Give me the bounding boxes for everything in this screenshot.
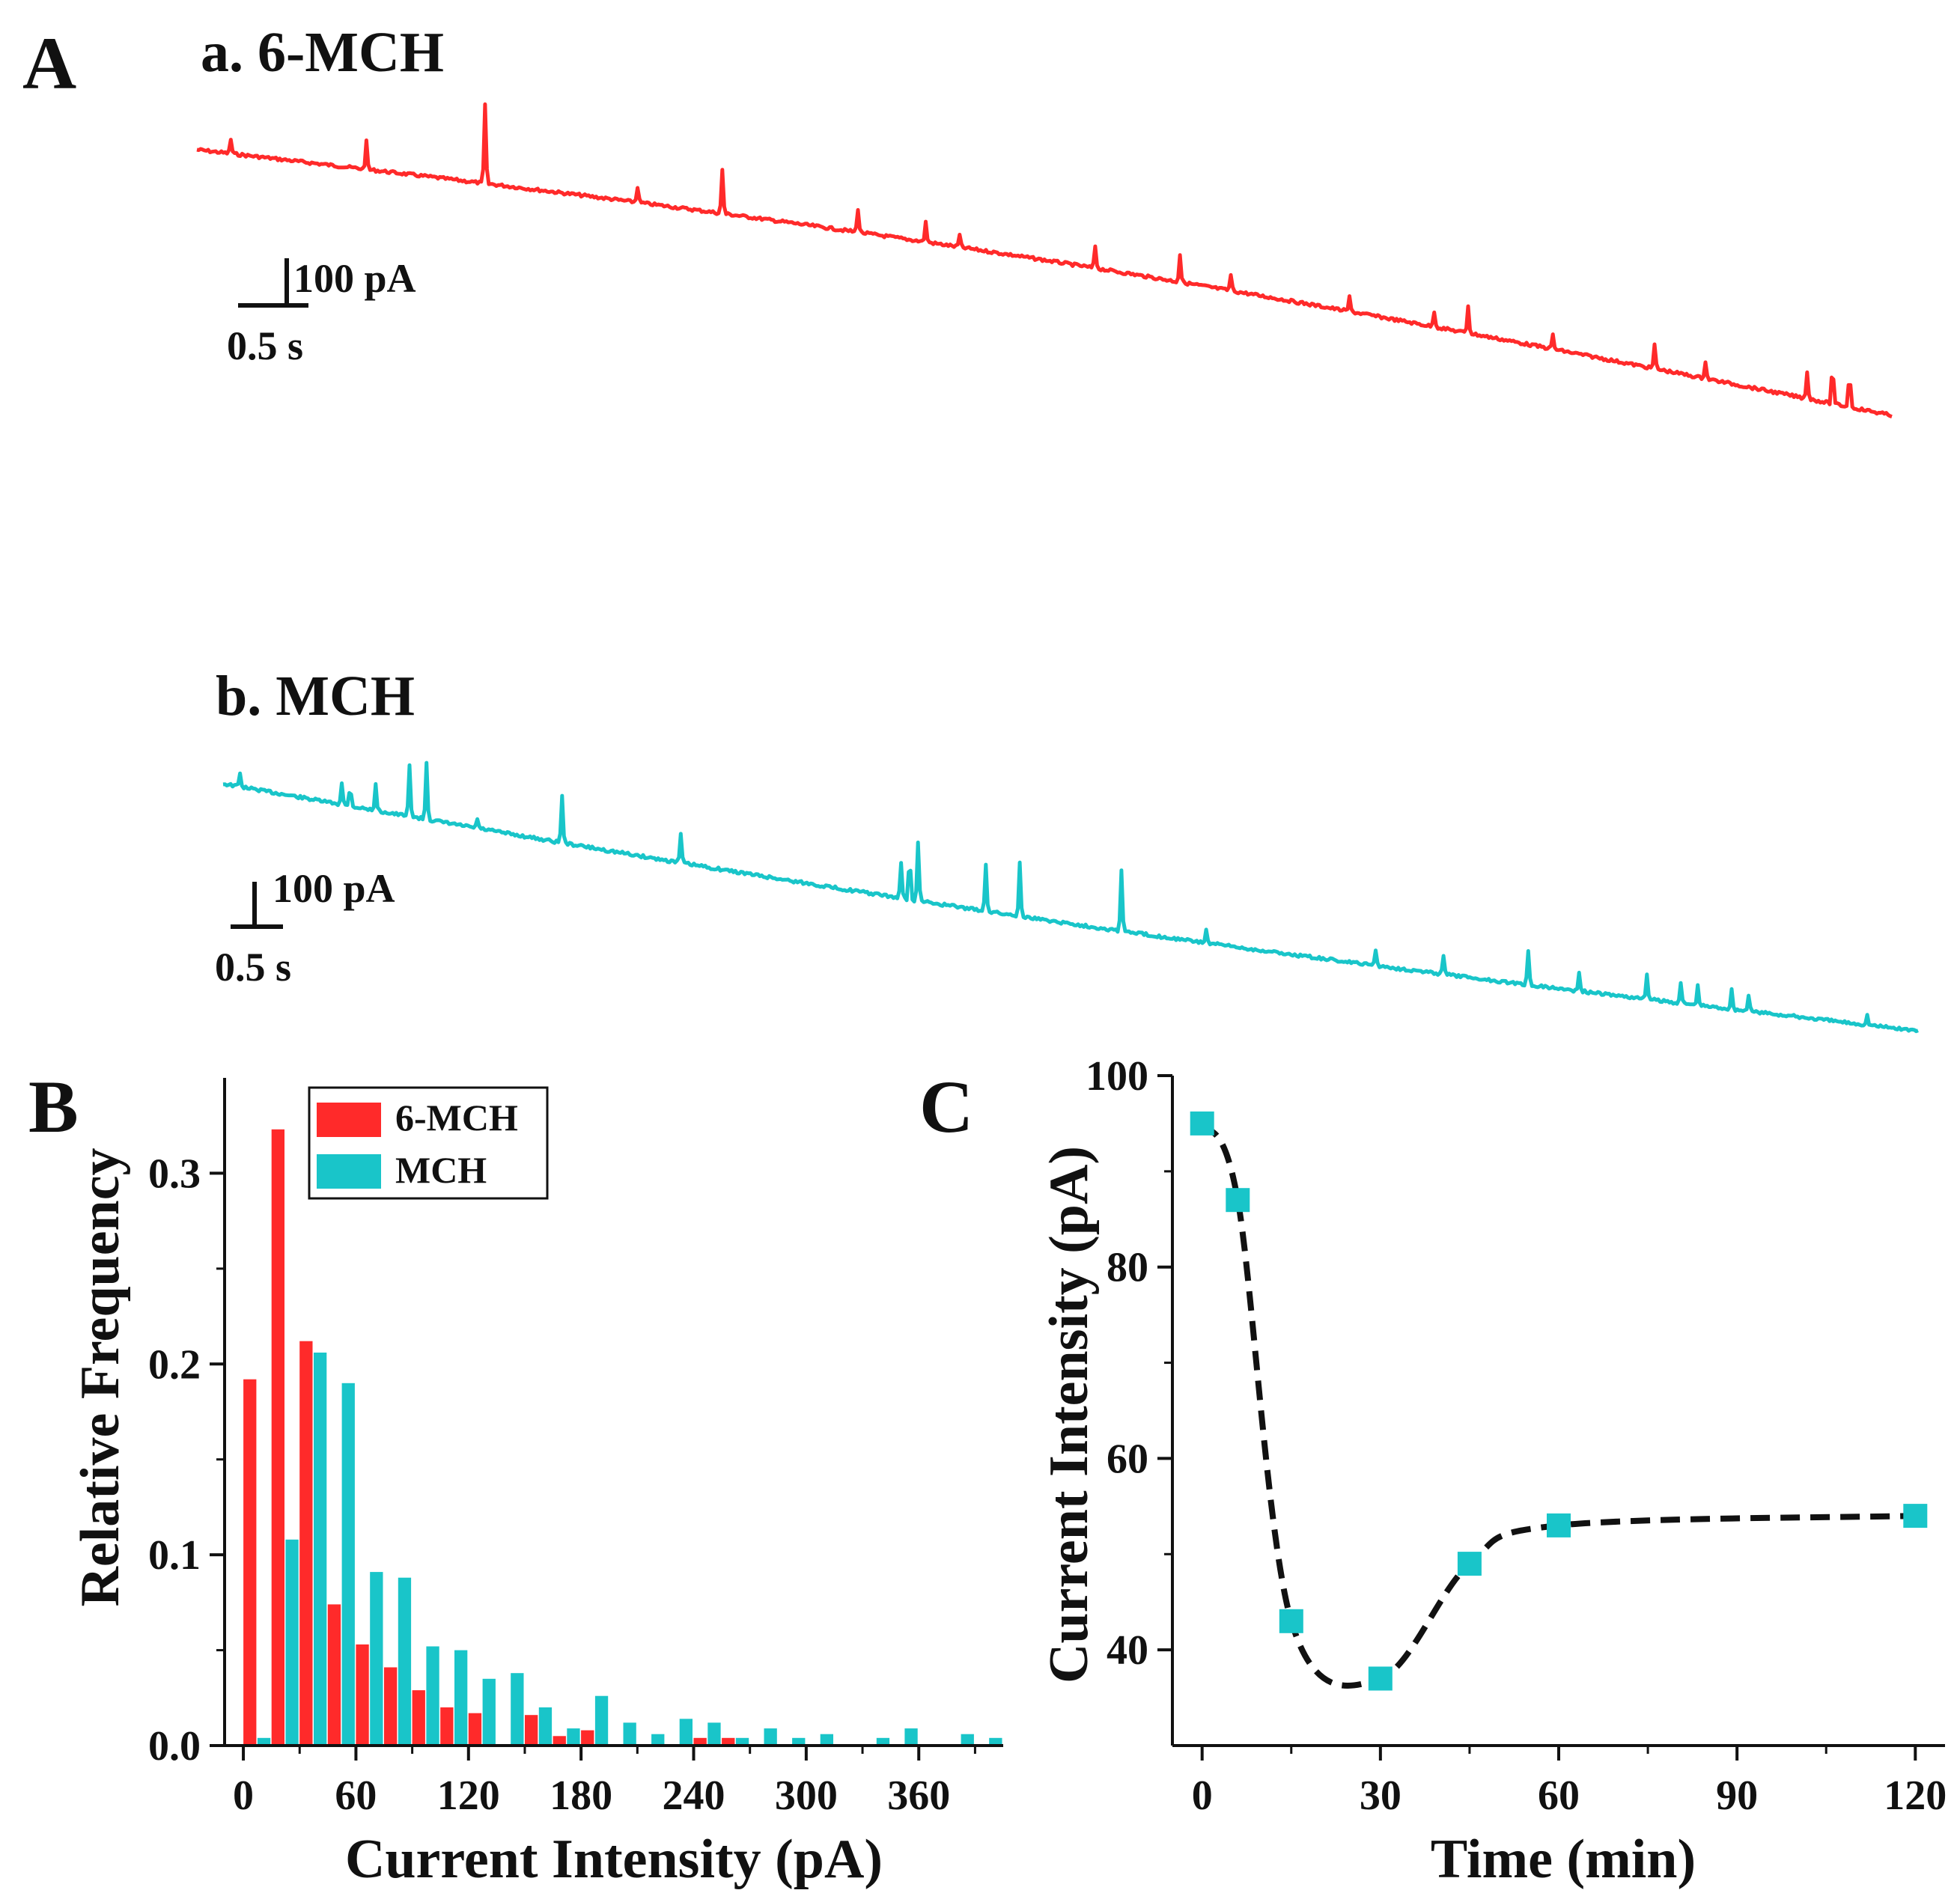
line-chart-x-tick-label: 60 bbox=[1538, 1773, 1580, 1819]
legend-label-6mch: 6-MCH bbox=[395, 1097, 518, 1139]
panel-letter-a: A bbox=[22, 22, 76, 105]
histogram-x-axis-title: Current Intensity (pA) bbox=[345, 1829, 883, 1890]
histogram-bar-6mch bbox=[327, 1604, 341, 1746]
scale-b-current-label: 100 pA bbox=[273, 866, 395, 911]
line-chart-y-axis-title: Current Intensity (pA) bbox=[1038, 1146, 1100, 1683]
histogram-y-tick-label: 0.0 bbox=[148, 1723, 201, 1770]
histogram-bar-mch bbox=[567, 1728, 580, 1746]
histogram-bar-6mch bbox=[356, 1644, 369, 1746]
trace-a-title: a. 6-MCH bbox=[201, 21, 444, 84]
trace-b-scale-bar: 100 pA 0.5 s bbox=[215, 866, 395, 990]
histogram-bar-6mch bbox=[243, 1379, 257, 1746]
histogram-bar-mch bbox=[764, 1728, 777, 1746]
histogram-bar-mch bbox=[876, 1737, 890, 1746]
histogram-bar-mch bbox=[961, 1734, 974, 1746]
histogram-bar-mch bbox=[904, 1728, 918, 1746]
histogram-bar-6mch bbox=[693, 1737, 707, 1746]
histogram-bar-mch bbox=[482, 1678, 496, 1746]
histogram-x-tick-label: 240 bbox=[663, 1773, 725, 1819]
histogram-bar-mch bbox=[792, 1737, 806, 1746]
line-chart-axes: 0 30 60 90 120 40 60 80 100 bbox=[1086, 1053, 1947, 1819]
histogram-x-tick-label: 120 bbox=[437, 1773, 500, 1819]
histogram-bar-6mch bbox=[553, 1736, 566, 1746]
histogram-bar-6mch bbox=[525, 1715, 538, 1746]
panel-a: A a. 6-MCH 100 pA 0.5 s b. MCH 100 pA 0.… bbox=[22, 21, 1919, 1034]
histogram-bar-mch bbox=[285, 1539, 299, 1746]
scale-b-time-label: 0.5 s bbox=[215, 945, 291, 990]
line-chart-dashed-line bbox=[1199, 1121, 1916, 1689]
legend-swatch-mch bbox=[317, 1154, 381, 1189]
histogram-bar-6mch bbox=[722, 1737, 735, 1746]
histogram-bar-mch bbox=[623, 1722, 636, 1746]
legend-label-mch: MCH bbox=[395, 1149, 487, 1191]
panel-b-histogram: B 0 60 120 180 240 300 360 0.0 0.1 0.2 0.3 Current… bbox=[28, 1065, 1003, 1890]
histogram-bar-mch bbox=[398, 1577, 412, 1746]
line-chart-x-tick-label: 30 bbox=[1360, 1773, 1401, 1819]
histogram-bar-mch bbox=[454, 1650, 468, 1746]
histogram-6mch-bars bbox=[243, 1129, 735, 1746]
histogram-bar-mch bbox=[511, 1673, 524, 1746]
line-chart-marker bbox=[1368, 1666, 1393, 1691]
line-chart-marker bbox=[1457, 1552, 1482, 1576]
histogram-x-tick-label: 300 bbox=[775, 1773, 838, 1819]
trace-a-line bbox=[196, 102, 1893, 418]
panel-c-line-chart: C 0 30 60 90 120 40 60 80 100 Time (min) Current… bbox=[919, 1053, 1947, 1890]
histogram-bar-mch bbox=[594, 1695, 609, 1746]
histogram-bar-mch bbox=[538, 1707, 553, 1746]
histogram-legend: 6-MCH MCH bbox=[308, 1086, 549, 1200]
line-chart-x-tick-label: 0 bbox=[1192, 1773, 1213, 1819]
trace-b-line bbox=[222, 761, 1919, 1034]
histogram-bar-mch bbox=[707, 1722, 721, 1746]
histogram-bar-6mch bbox=[468, 1713, 482, 1746]
histogram-bar-6mch bbox=[581, 1730, 594, 1746]
histogram-bar-6mch bbox=[384, 1667, 398, 1746]
legend-swatch-6mch bbox=[317, 1103, 381, 1137]
histogram-bar-6mch bbox=[440, 1707, 454, 1746]
line-chart-y-tick-label: 100 bbox=[1086, 1053, 1148, 1100]
histogram-y-axis-title: Relative Frequency bbox=[70, 1147, 131, 1606]
histogram-x-tick-label: 60 bbox=[335, 1773, 377, 1819]
histogram-bar-mch bbox=[314, 1353, 327, 1746]
histogram-x-tick-label: 0 bbox=[233, 1773, 254, 1819]
line-chart-marker bbox=[1279, 1609, 1303, 1633]
histogram-y-tick-label: 0.1 bbox=[148, 1532, 201, 1579]
panel-letter-c: C bbox=[919, 1065, 973, 1148]
histogram-bar-mch bbox=[651, 1734, 665, 1746]
histogram-y-tick-label: 0.3 bbox=[148, 1150, 201, 1197]
histogram-bar-6mch bbox=[299, 1341, 313, 1746]
line-chart-y-tick-label: 40 bbox=[1107, 1627, 1148, 1674]
line-chart-x-tick-label: 120 bbox=[1884, 1773, 1947, 1819]
histogram-bar-mch bbox=[426, 1646, 439, 1746]
histogram-bar-mch bbox=[341, 1383, 355, 1746]
line-chart-marker bbox=[1226, 1188, 1250, 1213]
histogram-mch-bars bbox=[257, 1353, 1002, 1746]
histogram-bar-6mch bbox=[271, 1129, 284, 1746]
histogram-x-tick-label: 180 bbox=[550, 1773, 612, 1819]
histogram-x-tick-label: 360 bbox=[887, 1773, 950, 1819]
histogram-bar-6mch bbox=[412, 1690, 425, 1746]
trace-a-scale-bar: 100 pA 0.5 s bbox=[227, 256, 416, 368]
line-chart-markers bbox=[1190, 1111, 1928, 1691]
histogram-bar-mch bbox=[370, 1572, 383, 1746]
line-chart-x-axis-title: Time (min) bbox=[1431, 1829, 1696, 1890]
scale-a-current-label: 100 pA bbox=[293, 256, 416, 301]
histogram-bar-mch bbox=[989, 1737, 1002, 1746]
histogram-bar-mch bbox=[679, 1719, 693, 1746]
histogram-bar-mch bbox=[735, 1737, 749, 1746]
line-chart-marker bbox=[1190, 1111, 1214, 1136]
histogram-bar-mch bbox=[820, 1734, 833, 1746]
line-chart-y-tick-label: 60 bbox=[1107, 1436, 1148, 1482]
line-chart-marker bbox=[1547, 1513, 1571, 1537]
panel-letter-b: B bbox=[28, 1065, 79, 1148]
trace-b-title: b. MCH bbox=[216, 665, 415, 728]
scale-a-time-label: 0.5 s bbox=[227, 323, 303, 368]
histogram-y-tick-label: 0.2 bbox=[148, 1341, 201, 1388]
line-chart-y-tick-label: 80 bbox=[1107, 1245, 1148, 1291]
histogram-axes: 0 60 120 180 240 300 360 0.0 0.1 0.2 0.3 bbox=[148, 1078, 1003, 1819]
histogram-bar-mch bbox=[257, 1737, 271, 1746]
line-chart-marker bbox=[1903, 1504, 1928, 1528]
line-chart-x-tick-label: 90 bbox=[1716, 1773, 1758, 1819]
